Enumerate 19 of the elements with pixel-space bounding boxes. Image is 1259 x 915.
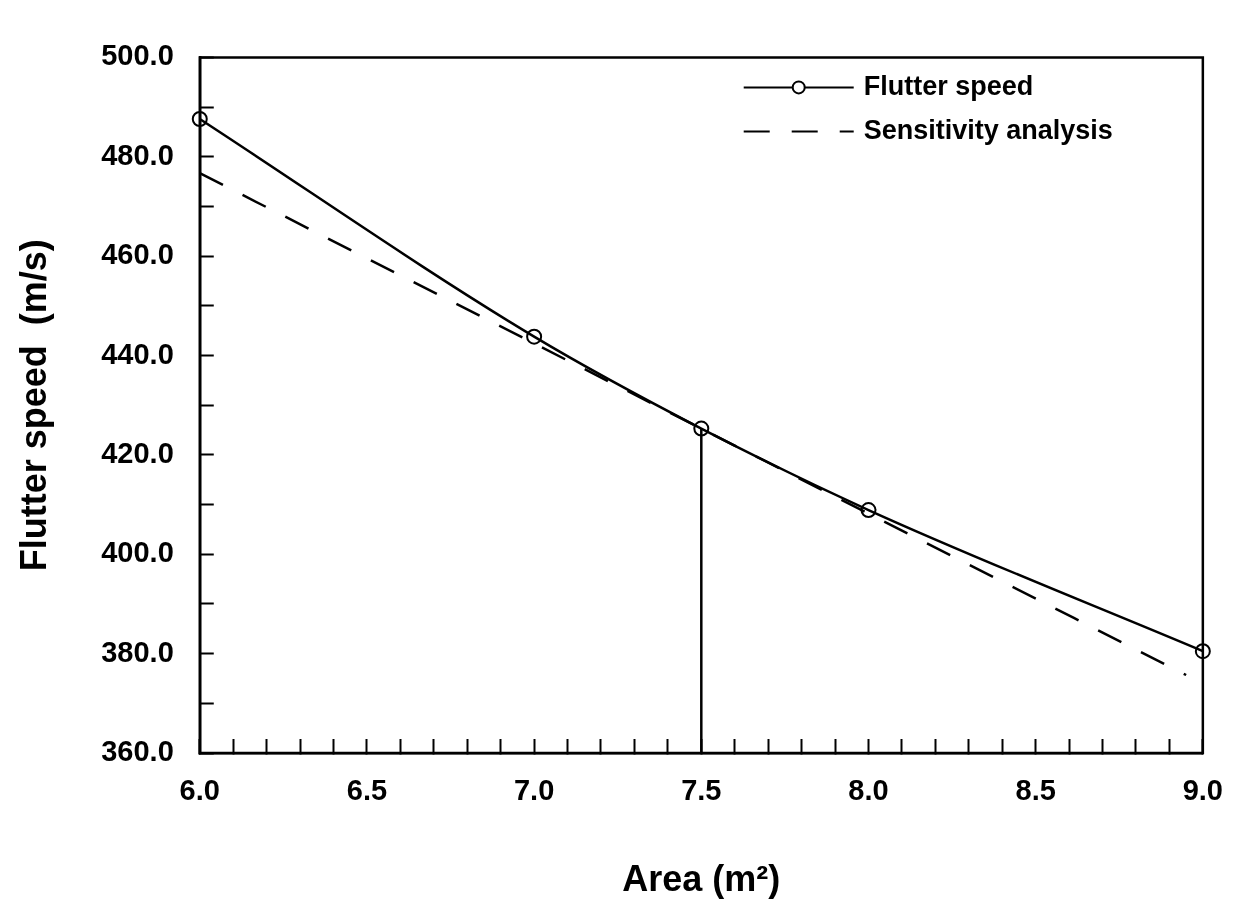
x-tick-label: 6.5: [346, 774, 388, 807]
x-tick-label: 6.0: [179, 774, 220, 807]
x-tick-label: 8.0: [848, 774, 889, 807]
x-tick-label: 9.0: [1182, 774, 1224, 807]
y-tick-label: 420.0: [101, 436, 174, 469]
y-tick-label: 380.0: [101, 635, 174, 668]
legend-label: Flutter speed: [863, 70, 1034, 101]
y-axis-title: Flutter speed (m/s): [12, 239, 54, 572]
x-tick-label: 7.0: [513, 774, 555, 807]
x-tick-label: 7.5: [681, 774, 722, 807]
y-tick-label: 480.0: [101, 138, 174, 171]
y-tick-label: 440.0: [101, 337, 174, 370]
x-tick-label: 8.5: [1015, 774, 1056, 807]
y-tick-label: 460.0: [101, 238, 174, 271]
y-tick-label: 400.0: [101, 536, 174, 569]
y-tick-label: 500.0: [101, 39, 174, 72]
legend-label: Sensitivity analysis: [863, 114, 1113, 145]
y-tick-label: 360.0: [101, 735, 174, 767]
x-axis-title: Area (m²): [622, 858, 781, 900]
